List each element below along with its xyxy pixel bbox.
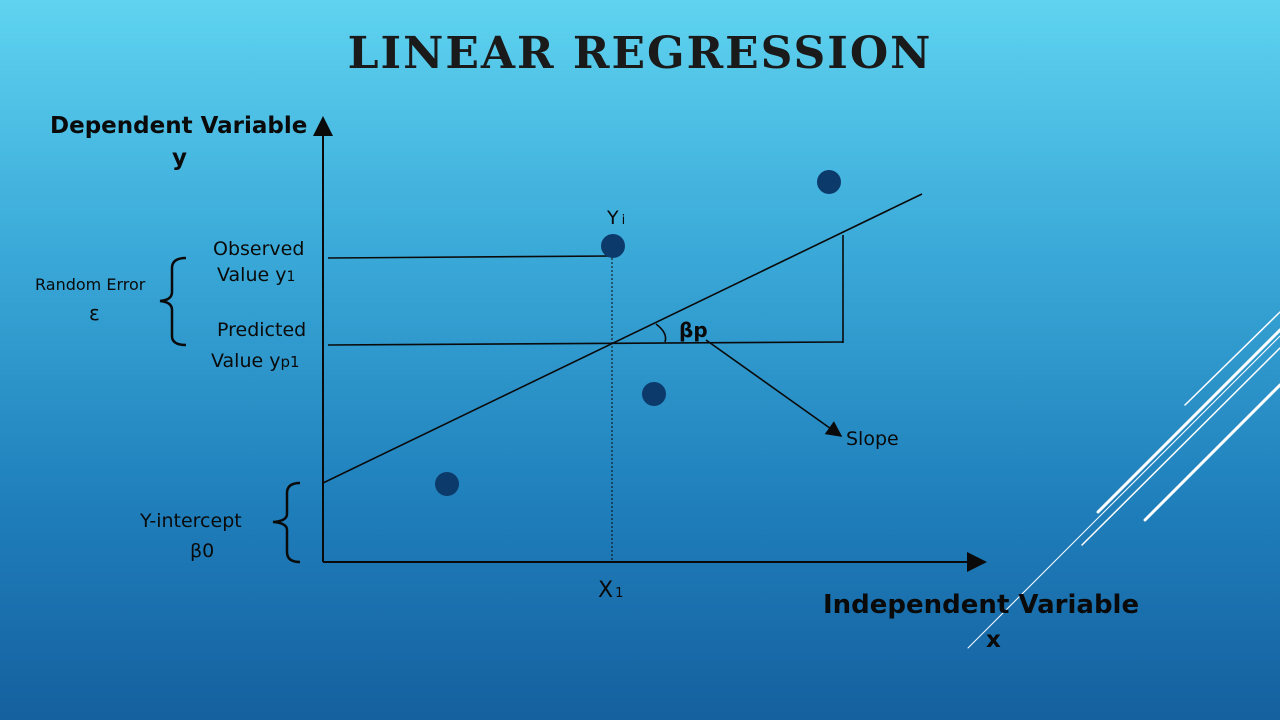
beta-p-label: βp	[679, 318, 708, 342]
slope-angle-arc	[655, 323, 667, 343]
yi-subscript: i	[621, 213, 626, 228]
predicted-value-text: Value y	[211, 350, 281, 372]
y-axis-symbol: y	[172, 145, 187, 171]
observed-label-line1: Observed	[213, 238, 305, 260]
predicted-value-line	[327, 341, 844, 346]
predicted-label-line1: Predicted	[217, 319, 307, 341]
stripe-5	[967, 335, 1280, 649]
stripe-1	[1184, 311, 1280, 406]
stripe-3	[1081, 347, 1280, 546]
beta0-label: β0	[190, 540, 215, 562]
data-point	[601, 234, 625, 258]
x1-text: X	[598, 578, 614, 603]
random-error-brace	[159, 256, 187, 347]
observed-label-line2: Value y1	[217, 264, 295, 286]
slope-arrow	[705, 339, 843, 437]
y-intercept-brace	[272, 481, 301, 564]
yi-text: Y	[607, 207, 619, 229]
observed-value-text: Value y	[217, 264, 287, 286]
epsilon-symbol: ε	[89, 301, 100, 325]
data-point	[642, 382, 666, 406]
data-point	[435, 472, 459, 496]
regression-line	[322, 193, 923, 484]
stripe-4	[1143, 383, 1280, 522]
slope-label: Slope	[846, 428, 899, 450]
observed-subscript: 1	[286, 269, 296, 285]
x-axis-label: Independent Variable	[823, 590, 1140, 620]
slide-title: LINEAR REGRESSION	[347, 28, 933, 79]
stripe-2	[1096, 328, 1280, 514]
y-intercept-label: Y-intercept	[140, 510, 242, 532]
decorative-stripes	[967, 311, 1280, 649]
y-axis-label: Dependent Variable	[50, 113, 308, 139]
predicted-subscript: p1	[280, 353, 300, 371]
data-point	[817, 170, 841, 194]
observed-value-line	[327, 255, 614, 259]
predicted-label-line2: Value yp1	[211, 350, 300, 372]
x1-subscript: 1	[615, 586, 624, 601]
x-axis-symbol: x	[986, 627, 1001, 653]
random-error-label: Random Error	[35, 275, 146, 294]
